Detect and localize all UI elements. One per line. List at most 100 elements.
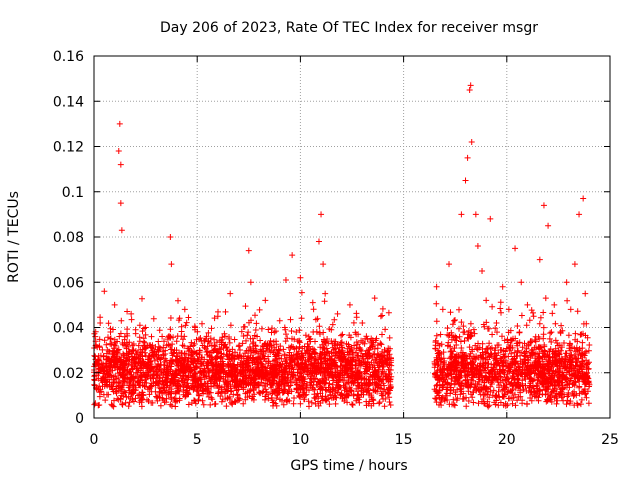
- data-point: [545, 222, 552, 229]
- data-point: [505, 306, 512, 313]
- data-point: [433, 283, 440, 290]
- data-point: [223, 344, 230, 351]
- data-point: [512, 245, 519, 252]
- data-point: [231, 356, 238, 363]
- data-point: [309, 299, 316, 306]
- data-point: [371, 295, 378, 302]
- data-point: [536, 256, 543, 263]
- data-point: [247, 279, 254, 286]
- data-point: [462, 177, 469, 184]
- data-point: [117, 161, 124, 168]
- data-point: [582, 290, 589, 297]
- data-point: [297, 274, 304, 281]
- y-tick-label: 0.14: [53, 94, 84, 110]
- data-point: [467, 82, 474, 89]
- data-point: [580, 195, 587, 202]
- data-point: [181, 306, 188, 313]
- data-point: [101, 288, 108, 295]
- data-point: [334, 310, 341, 317]
- data-point: [493, 319, 500, 326]
- data-point: [134, 365, 141, 372]
- data-point: [576, 211, 583, 218]
- data-point: [571, 261, 578, 268]
- data-point: [563, 279, 570, 286]
- data-point: [346, 301, 353, 308]
- data-point: [142, 324, 149, 331]
- x-tick-label: 0: [90, 432, 99, 448]
- data-point: [121, 342, 128, 349]
- data-point: [254, 333, 261, 340]
- data-point: [303, 347, 310, 354]
- data-point: [198, 338, 205, 345]
- data-point: [567, 306, 574, 313]
- data-point: [530, 313, 537, 320]
- data-point: [466, 86, 473, 93]
- data-point: [289, 252, 296, 259]
- data-point: [116, 120, 123, 127]
- data-point: [282, 276, 289, 283]
- data-point: [270, 349, 277, 356]
- data-point: [320, 261, 327, 268]
- data-point: [262, 297, 269, 304]
- data-point: [472, 211, 479, 218]
- data-point: [318, 211, 325, 218]
- data-point: [128, 310, 135, 317]
- x-tick-label: 20: [498, 432, 516, 448]
- data-point: [115, 148, 122, 155]
- x-tick-label: 15: [395, 432, 413, 448]
- data-point: [293, 329, 300, 336]
- y-tick-label: 0.12: [53, 140, 84, 156]
- data-point: [315, 238, 322, 245]
- x-axis-label: GPS time / hours: [290, 458, 407, 474]
- data-point: [458, 211, 465, 218]
- y-tick-label: 0.02: [53, 366, 84, 382]
- data-point: [464, 154, 471, 161]
- data-points: [93, 82, 589, 372]
- data-point: [227, 290, 234, 297]
- data-point: [206, 353, 213, 360]
- data-point: [328, 338, 335, 345]
- data-point: [150, 351, 157, 358]
- x-tick-labels: 0 5 10 15 20 25: [90, 432, 619, 448]
- data-point: [557, 329, 564, 336]
- data-point: [540, 202, 547, 209]
- data-point: [468, 138, 475, 145]
- y-tick-labels: 0 0.02 0.04 0.06 0.08 0.1 0.12 0.14 0.16: [53, 49, 84, 427]
- data-point: [439, 306, 446, 313]
- data-point: [118, 227, 125, 234]
- data-point: [239, 340, 246, 347]
- axis-ticks: [93, 55, 611, 419]
- data-point: [551, 301, 558, 308]
- y-tick-label: 0.08: [53, 230, 84, 246]
- data-point: [245, 247, 252, 254]
- data-point: [111, 301, 118, 308]
- data-point: [518, 279, 525, 286]
- x-tick-label: 10: [291, 432, 309, 448]
- data-point: [173, 347, 180, 354]
- data-point: [167, 234, 174, 240]
- data-point: [190, 358, 197, 365]
- data-point: [524, 301, 531, 308]
- data-point: [117, 200, 124, 207]
- x-tick-label: 25: [601, 432, 619, 448]
- data-point: [353, 331, 360, 338]
- data-point: [377, 313, 384, 320]
- data-point: [159, 333, 166, 340]
- data-point: [340, 351, 347, 358]
- y-tick-label: 0.16: [53, 49, 84, 65]
- y-tick-label: 0: [75, 411, 84, 427]
- data-point: [446, 261, 453, 268]
- data-point: [322, 290, 329, 297]
- data-point: [365, 347, 372, 354]
- data-point: [107, 329, 114, 336]
- data-point: [384, 353, 391, 360]
- data-point: [499, 283, 506, 290]
- data-point: [97, 319, 104, 326]
- y-axis-label: ROTI / TECUs: [6, 191, 22, 283]
- data-point: [168, 261, 175, 268]
- data-point: [214, 313, 221, 320]
- y-tick-label: 0.1: [62, 185, 84, 201]
- y-tick-label: 0.04: [53, 321, 84, 337]
- chart-title: Day 206 of 2023, Rate Of TEC Index for r…: [160, 20, 538, 36]
